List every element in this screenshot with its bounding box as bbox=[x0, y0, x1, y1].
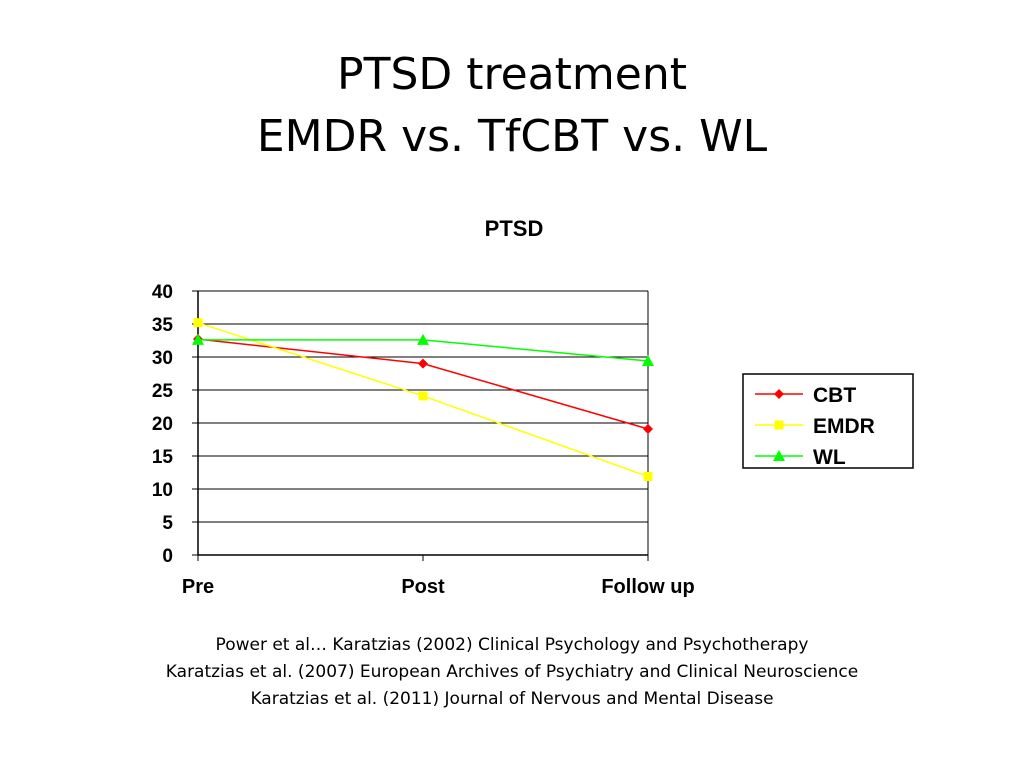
x-tick-label: Follow up bbox=[601, 576, 694, 598]
reference-3: Karatzias et al. (2011) Journal of Nervo… bbox=[250, 689, 774, 709]
axis-layer: 0 5 10 15 20 25 30 35 40 Pre Post Follow up bbox=[152, 282, 695, 598]
data-point-wl bbox=[642, 354, 654, 366]
y-tick-label: 40 bbox=[152, 282, 173, 303]
legend-marker-emdr bbox=[774, 420, 784, 430]
reference-2: Karatzias et al. (2007) European Archive… bbox=[165, 662, 859, 682]
x-tick-label: Pre bbox=[182, 576, 214, 598]
legend-marker-wl bbox=[773, 450, 785, 461]
legend-marker-cbt bbox=[774, 389, 784, 399]
y-tick-label: 10 bbox=[152, 480, 173, 501]
slide-title: PTSD treatment EMDR vs. TfCBT vs. WL bbox=[0, 44, 1024, 168]
y-tick-label: 25 bbox=[152, 381, 174, 402]
x-tick-label: Post bbox=[401, 576, 445, 598]
reference-1: Power et al… Karatzias (2002) Clinical P… bbox=[215, 635, 809, 655]
chart-legend: CBT EMDR WL bbox=[742, 373, 914, 469]
y-tick-label: 30 bbox=[152, 348, 173, 369]
data-point-wl bbox=[417, 333, 429, 345]
data-point-emdr bbox=[643, 471, 653, 481]
y-tick-label: 20 bbox=[152, 414, 173, 435]
legend-label-emdr: EMDR bbox=[813, 415, 875, 438]
data-point-cbt bbox=[643, 423, 653, 434]
y-tick-label: 35 bbox=[152, 315, 174, 336]
slide-title-line-2: EMDR vs. TfCBT vs. WL bbox=[256, 111, 768, 162]
legend-label-cbt: CBT bbox=[813, 384, 856, 407]
chart-title: PTSD bbox=[485, 216, 544, 241]
slide-title-line-1: PTSD treatment bbox=[337, 49, 687, 100]
data-point-cbt bbox=[418, 358, 428, 369]
series-line-cbt bbox=[197, 338, 649, 430]
legend-label-wl: WL bbox=[813, 446, 846, 469]
legend-box bbox=[742, 373, 914, 469]
data-point-wl bbox=[192, 333, 204, 345]
series-layer bbox=[192, 318, 654, 481]
references: Power et al… Karatzias (2002) Clinical P… bbox=[0, 632, 1024, 713]
data-point-emdr bbox=[418, 391, 428, 401]
y-tick-label: 15 bbox=[152, 447, 174, 468]
grid-layer bbox=[198, 290, 649, 555]
data-point-emdr bbox=[193, 318, 203, 328]
y-tick-label: 5 bbox=[162, 513, 173, 534]
y-tick-label: 0 bbox=[162, 546, 173, 567]
